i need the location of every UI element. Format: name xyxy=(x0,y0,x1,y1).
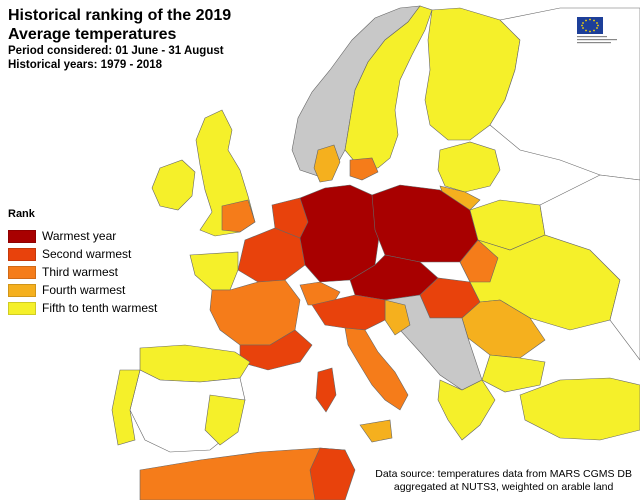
period-text: Period considered: 01 June - 31 August xyxy=(8,45,224,57)
legend: Rank Warmest year Second warmest Third w… xyxy=(8,208,157,317)
greece-region xyxy=(437,379,496,441)
legend-swatch-warmest xyxy=(8,229,36,243)
southeast-england-region xyxy=(221,199,256,233)
ukraine-west-region xyxy=(459,239,499,283)
legend-label: Third warmest xyxy=(42,265,119,279)
switzerland-region xyxy=(299,281,341,306)
turkey-region xyxy=(519,377,640,441)
portugal-region xyxy=(111,369,141,446)
russia-east-region xyxy=(539,174,640,361)
legend-swatch-second xyxy=(8,247,36,261)
legend-swatch-third xyxy=(8,265,36,279)
data-source-note: Data source: temperatures data from MARS… xyxy=(375,468,632,494)
legend-item: Third warmest xyxy=(8,263,157,281)
sweden-region xyxy=(344,5,433,169)
sicily-region xyxy=(359,419,393,443)
legend-heading: Rank xyxy=(8,208,35,220)
italy-peninsula-region xyxy=(344,327,409,411)
years-text: Historical years: 1979 - 2018 xyxy=(8,59,163,71)
baltic-states-region xyxy=(437,141,501,193)
italy-north-region xyxy=(311,294,386,331)
legend-label: Fourth warmest xyxy=(42,283,126,297)
source-line2: aggregated at NUTS3, weighted on arable … xyxy=(393,481,614,493)
northern-russia-region xyxy=(489,7,640,181)
map-title-line2: Average temperatures xyxy=(8,26,177,43)
legend-label: Fifth to tenth warmest xyxy=(42,301,158,315)
spain-east-region xyxy=(204,394,246,446)
title-block: Historical ranking of the 2019 Average t… xyxy=(8,6,231,72)
legend-item: Second warmest xyxy=(8,245,157,263)
source-line1: Data source: temperatures data from MARS… xyxy=(375,468,632,480)
map-title-line1: Historical ranking of the 2019 xyxy=(8,7,232,24)
south-sweden-region xyxy=(349,157,379,181)
sardinia-region xyxy=(315,367,337,413)
legend-swatch-fifth-tenth xyxy=(8,301,36,315)
legend-swatch-fourth xyxy=(8,283,36,297)
eu-flag-icon xyxy=(573,14,623,48)
legend-item: Fourth warmest xyxy=(8,281,157,299)
legend-item: Fifth to tenth warmest xyxy=(8,299,157,317)
ireland-region xyxy=(151,159,196,211)
denmark-region xyxy=(313,144,341,183)
legend-label: Warmest year xyxy=(42,229,117,243)
germany-region xyxy=(299,184,381,283)
legend-label: Second warmest xyxy=(42,247,132,261)
legend-item: Warmest year xyxy=(8,227,157,245)
tunisia-region xyxy=(309,447,356,500)
